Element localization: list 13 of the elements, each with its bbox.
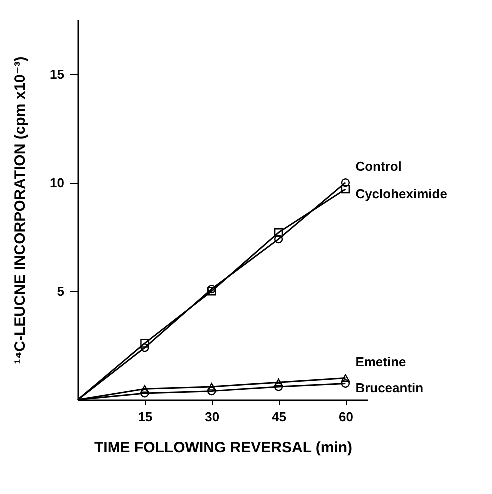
x-axis-title: TIME FOLLOWING REVERSAL (min)	[94, 440, 353, 456]
y-tick-label: 10	[50, 175, 64, 190]
series-label: Bruceantin	[356, 380, 424, 396]
series-label: Emetine	[356, 354, 406, 370]
y-tick-label: 5	[57, 284, 64, 299]
x-tick-label: 60	[338, 410, 354, 424]
x-tick-label: 30	[205, 410, 220, 424]
x-tick-label: 45	[272, 410, 287, 424]
y-tick-label: 15	[50, 66, 64, 82]
y-axis-title: ¹⁴C-LEUCNE INCORPORATION (cpm x10⁻³)	[12, 56, 30, 364]
series-label: Cycloheximide	[356, 186, 448, 202]
series-label: Control	[356, 158, 402, 174]
x-tick-label: 15	[138, 410, 153, 424]
